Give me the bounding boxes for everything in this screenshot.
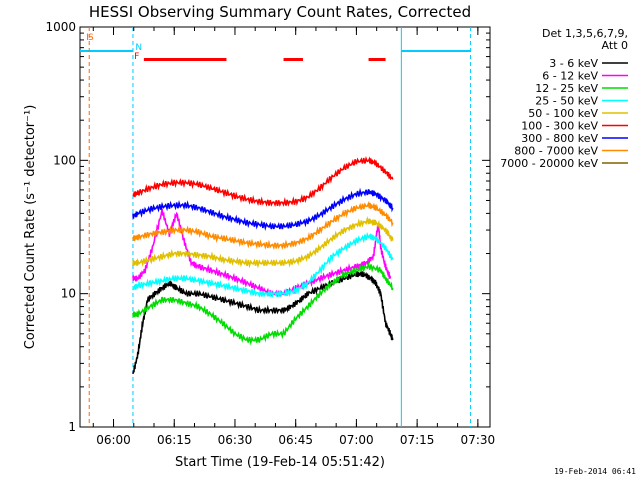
series-line-7 — [132, 200, 394, 251]
legend-entry: 800 - 7000 keV — [514, 145, 598, 158]
legend-entry: 12 - 25 keV — [535, 82, 598, 95]
legend-header: Att 0 — [602, 39, 628, 52]
legend-entry: 3 - 6 keV — [549, 57, 598, 70]
series-line-3 — [132, 232, 394, 299]
x-tick-label: 07:30 — [461, 433, 496, 447]
y-tick-label: 10 — [61, 287, 76, 301]
x-tick-label: 06:30 — [218, 433, 253, 447]
y-axis: 1 10 100 1000 — [45, 20, 490, 434]
chart-title: HESSI Observing Summary Count Rates, Cor… — [89, 3, 471, 21]
y-tick-label: 1000 — [45, 20, 76, 34]
series-line-6 — [132, 187, 394, 232]
series-line-0 — [132, 269, 394, 375]
x-axis: 06:00 06:15 06:30 06:45 07:00 07:15 07:30 — [92, 27, 496, 447]
y-axis-label: Corrected Count Rate (s⁻¹ detector⁻¹) — [23, 105, 38, 350]
y-tick-label: 1 — [68, 420, 76, 434]
legend-entry: 300 - 800 keV — [521, 132, 598, 145]
x-tick-label: 07:00 — [339, 433, 374, 447]
x-axis-label: Start Time (19-Feb-14 05:51:42) — [175, 455, 385, 470]
flag-label: N — [135, 43, 142, 53]
legend-header: Det 1,3,5,6,7,9, — [542, 27, 628, 40]
legend-entry: 6 - 12 keV — [542, 70, 598, 83]
x-tick-label: 06:00 — [96, 433, 131, 447]
series-line-1 — [132, 208, 392, 297]
legend-entry: 25 - 50 keV — [535, 95, 598, 108]
flag-label: S — [88, 33, 94, 43]
x-tick-label: 06:45 — [278, 433, 313, 447]
flag-label: F — [134, 52, 139, 62]
series-line-5 — [132, 156, 394, 208]
plot-area: I S NF — [79, 26, 491, 428]
flag-label: I — [86, 33, 89, 43]
x-tick-label: 06:15 — [157, 433, 192, 447]
legend-entry: 7000 - 20000 keV — [500, 157, 598, 170]
legend-entry: 50 - 100 keV — [528, 107, 598, 120]
legend-entry: 100 - 300 keV — [521, 120, 598, 133]
x-tick-label: 07:15 — [400, 433, 435, 447]
timestamp: 19-Feb-2014 06:41 — [554, 467, 636, 476]
y-tick-label: 100 — [53, 153, 76, 167]
plot-frame — [79, 26, 491, 428]
series-line-2 — [132, 261, 394, 346]
series-line-4 — [132, 216, 394, 269]
